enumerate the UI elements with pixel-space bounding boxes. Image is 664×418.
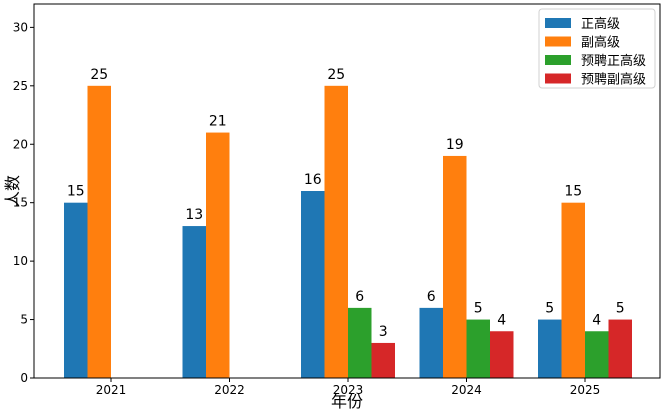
bar-1-1 <box>206 132 230 378</box>
bar-1-3 <box>443 155 467 378</box>
x-axis-label: 年份 <box>331 392 363 411</box>
bar-3-2 <box>371 342 395 378</box>
data-label-2-4: 4 <box>592 312 601 328</box>
data-label-1-2: 25 <box>327 67 345 83</box>
y-tick-label-2: 10 <box>13 254 28 268</box>
bar-1-4 <box>561 202 585 378</box>
y-tick-label-3: 15 <box>13 196 28 210</box>
bar-0-1 <box>182 226 206 378</box>
y-tick-label-4: 20 <box>13 137 28 151</box>
data-label-0-4: 5 <box>545 301 554 317</box>
data-label-2-3: 5 <box>474 301 483 317</box>
legend-label-2: 预聘正高级 <box>581 53 646 69</box>
legend-box <box>538 8 656 89</box>
y-axis-label: 人数 <box>3 175 22 207</box>
y-tick-label-1: 5 <box>20 313 28 327</box>
x-tick-label-1: 2022 <box>214 383 245 397</box>
legend-label-3: 预聘副高级 <box>581 72 646 88</box>
legend-label-0: 正高级 <box>581 16 620 32</box>
bar-1-2 <box>324 85 348 378</box>
x-tick-label-3: 2024 <box>451 383 482 397</box>
x-tick-label-2: 2023 <box>333 383 364 397</box>
data-label-1-4: 15 <box>564 184 582 200</box>
data-label-1-0: 25 <box>90 67 108 83</box>
bars-layer <box>64 85 632 378</box>
bar-0-4 <box>538 319 562 378</box>
data-label-0-2: 16 <box>304 172 322 188</box>
data-label-3-2: 3 <box>379 324 388 340</box>
data-label-1-1: 21 <box>209 114 227 130</box>
bar-2-4 <box>585 331 609 378</box>
bar-2-3 <box>466 319 490 378</box>
bar-3-4 <box>608 319 632 378</box>
data-label-2-2: 6 <box>355 289 364 305</box>
legend-swatch-3 <box>545 73 571 84</box>
data-label-1-3: 19 <box>446 137 464 153</box>
data-label-0-0: 15 <box>67 184 85 200</box>
bar-0-2 <box>301 191 325 378</box>
legend-swatch-1 <box>545 36 571 47</box>
bar-0-0 <box>64 202 88 378</box>
data-label-0-1: 13 <box>185 207 203 223</box>
data-label-3-4: 5 <box>616 301 625 317</box>
bar-0-3 <box>419 307 443 378</box>
y-tick-label-0: 0 <box>20 371 28 385</box>
x-tick-label-4: 2025 <box>570 383 601 397</box>
legend-swatch-2 <box>545 55 571 65</box>
data-label-3-3: 4 <box>497 312 506 328</box>
bar-2-2 <box>348 307 372 378</box>
y-tick-label-6: 30 <box>13 20 28 34</box>
legend-swatch-0 <box>545 18 571 28</box>
x-tick-label-0: 2021 <box>96 383 127 397</box>
data-label-0-3: 6 <box>427 289 436 305</box>
bar-3-3 <box>490 331 514 378</box>
bar-1-0 <box>87 85 111 378</box>
plot-frame <box>33 3 661 379</box>
y-tick-label-5: 25 <box>13 79 28 93</box>
legend-label-1: 副高级 <box>581 35 620 51</box>
